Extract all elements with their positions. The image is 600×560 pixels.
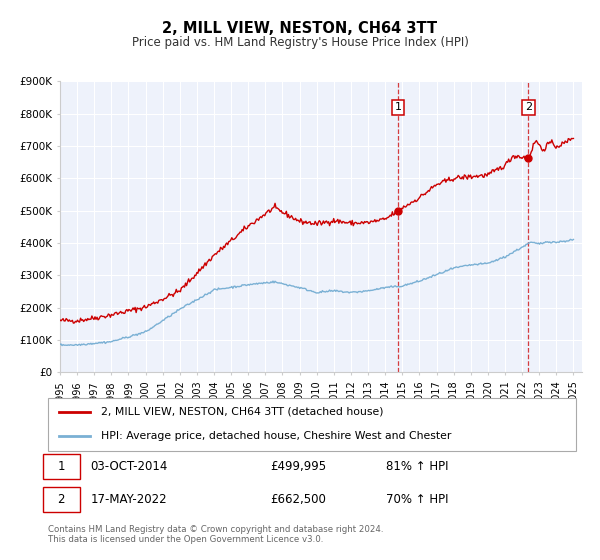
Text: 1: 1 bbox=[395, 102, 401, 113]
Text: Contains HM Land Registry data © Crown copyright and database right 2024.: Contains HM Land Registry data © Crown c… bbox=[48, 525, 383, 534]
Text: HPI: Average price, detached house, Cheshire West and Chester: HPI: Average price, detached house, Ches… bbox=[101, 431, 451, 441]
Text: This data is licensed under the Open Government Licence v3.0.: This data is licensed under the Open Gov… bbox=[48, 535, 323, 544]
Text: 2: 2 bbox=[58, 493, 65, 506]
Text: 1: 1 bbox=[58, 460, 65, 473]
Text: 2, MILL VIEW, NESTON, CH64 3TT: 2, MILL VIEW, NESTON, CH64 3TT bbox=[163, 21, 437, 36]
Text: 70% ↑ HPI: 70% ↑ HPI bbox=[386, 493, 448, 506]
Text: Price paid vs. HM Land Registry's House Price Index (HPI): Price paid vs. HM Land Registry's House … bbox=[131, 36, 469, 49]
Text: £662,500: £662,500 bbox=[270, 493, 326, 506]
Text: 2: 2 bbox=[525, 102, 532, 113]
FancyBboxPatch shape bbox=[48, 398, 576, 451]
Text: 81% ↑ HPI: 81% ↑ HPI bbox=[386, 460, 448, 473]
Text: 2, MILL VIEW, NESTON, CH64 3TT (detached house): 2, MILL VIEW, NESTON, CH64 3TT (detached… bbox=[101, 407, 383, 417]
Text: 17-MAY-2022: 17-MAY-2022 bbox=[90, 493, 167, 506]
Text: £499,995: £499,995 bbox=[270, 460, 326, 473]
FancyBboxPatch shape bbox=[43, 454, 80, 479]
Text: 03-OCT-2014: 03-OCT-2014 bbox=[90, 460, 167, 473]
FancyBboxPatch shape bbox=[43, 487, 80, 512]
